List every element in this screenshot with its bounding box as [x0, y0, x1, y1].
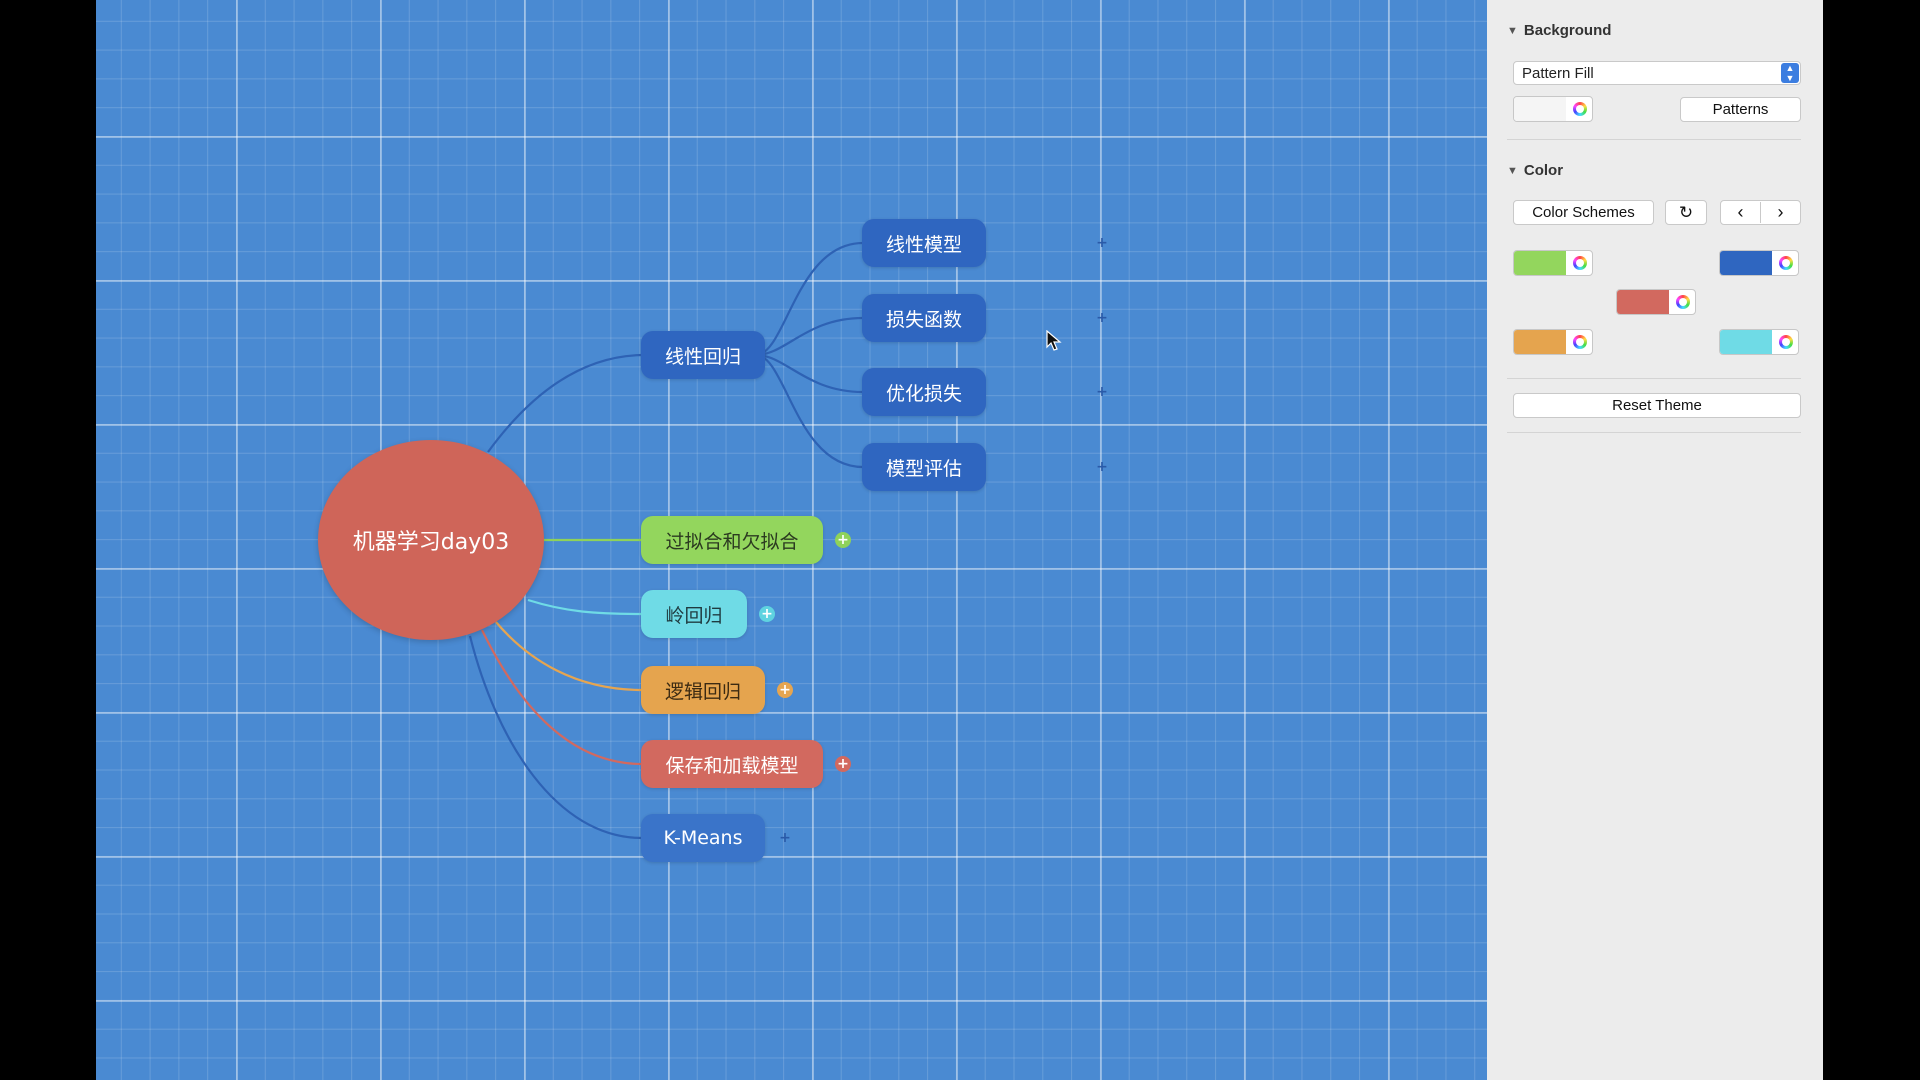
- subtopic-loss-function[interactable]: 损失函数: [862, 294, 986, 342]
- scheme-color-well-1[interactable]: [1513, 250, 1593, 276]
- scheme-color-well-5[interactable]: [1719, 329, 1799, 355]
- topic-label: 线性回归: [664, 345, 741, 368]
- color-section-header[interactable]: ▼ Color: [1507, 162, 1563, 179]
- color-wheel-icon[interactable]: [1779, 335, 1793, 349]
- add-subtopic-icon[interactable]: +: [1096, 235, 1108, 251]
- refresh-icon[interactable]: ↻: [1665, 200, 1707, 225]
- subtopic-model-eval[interactable]: 模型评估: [862, 443, 986, 491]
- add-subtopic-icon[interactable]: +: [779, 830, 791, 846]
- fill-type-value: Pattern Fill: [1522, 64, 1594, 82]
- select-stepper-icon: ▲ ▼: [1781, 63, 1799, 83]
- topic-kmeans[interactable]: K-Means: [641, 814, 765, 862]
- scheme-color-well-3[interactable]: [1616, 289, 1696, 315]
- connector-lines: [468, 241, 864, 840]
- topic-label: 岭回归: [665, 604, 723, 627]
- background-section-header[interactable]: ▼ Background: [1507, 22, 1611, 39]
- disclosure-triangle-icon[interactable]: ▼: [1507, 164, 1518, 177]
- add-subtopic-icon[interactable]: +: [835, 532, 851, 548]
- topic-linear-regression[interactable]: 线性回归: [641, 331, 765, 379]
- button-label: Reset Theme: [1612, 397, 1702, 414]
- add-subtopic-icon[interactable]: +: [1096, 384, 1108, 400]
- add-subtopic-icon[interactable]: +: [1096, 459, 1108, 475]
- color-swatch: [1617, 290, 1669, 314]
- format-panel: ▼ Background Pattern Fill ▲ ▼ Patterns ▼ …: [1487, 0, 1823, 1080]
- color-swatch: [1514, 330, 1566, 354]
- section-title: Background: [1523, 22, 1612, 39]
- color-wheel-icon[interactable]: [1573, 335, 1587, 349]
- reset-theme-button[interactable]: Reset Theme: [1513, 393, 1801, 418]
- subtopic-optimize-loss[interactable]: 优化损失: [862, 368, 986, 416]
- scheme-nav: ‹ ›: [1720, 200, 1801, 225]
- topic-label: 线性模型: [885, 233, 962, 256]
- topic-label: 优化损失: [885, 382, 962, 405]
- color-swatch: [1720, 330, 1772, 354]
- mindmap-canvas[interactable]: 机器学习day03 线性回归 线性模型 + 损失函数 + 优化损失 + 模型评估…: [96, 0, 1487, 1080]
- topic-label: 损失函数: [885, 308, 962, 331]
- button-label: Patterns: [1712, 101, 1769, 118]
- subtopic-linear-model[interactable]: 线性模型: [862, 219, 986, 267]
- root-topic-label: 机器学习day03: [352, 530, 510, 555]
- divider: [1507, 139, 1801, 140]
- scheme-color-well-4[interactable]: [1513, 329, 1593, 355]
- color-schemes-button[interactable]: Color Schemes: [1513, 200, 1654, 225]
- topic-label: K-Means: [663, 827, 743, 849]
- color-swatch: [1514, 97, 1566, 121]
- topic-label: 模型评估: [885, 457, 962, 480]
- topic-overfit[interactable]: 过拟合和欠拟合: [641, 516, 823, 564]
- add-subtopic-icon[interactable]: +: [759, 606, 775, 622]
- color-swatch: [1720, 251, 1772, 275]
- divider: [1507, 378, 1801, 379]
- fill-type-select[interactable]: Pattern Fill ▲ ▼: [1513, 61, 1801, 85]
- add-subtopic-icon[interactable]: +: [777, 682, 793, 698]
- color-swatch: [1514, 251, 1566, 275]
- color-wheel-icon[interactable]: [1676, 295, 1690, 309]
- topic-label: 保存和加载模型: [665, 754, 799, 777]
- root-topic[interactable]: 机器学习day03: [318, 440, 544, 640]
- color-wheel-icon[interactable]: [1573, 102, 1587, 116]
- topic-logistic[interactable]: 逻辑回归: [641, 666, 765, 714]
- color-wheel-icon[interactable]: [1573, 256, 1587, 270]
- topic-ridge[interactable]: 岭回归: [641, 590, 747, 638]
- patterns-button[interactable]: Patterns: [1680, 97, 1801, 122]
- add-subtopic-icon[interactable]: +: [1096, 310, 1108, 326]
- background-color-well[interactable]: [1513, 96, 1593, 122]
- chevron-left-icon[interactable]: ‹: [1721, 202, 1761, 223]
- topic-label: 过拟合和欠拟合: [665, 530, 799, 553]
- color-wheel-icon[interactable]: [1779, 256, 1793, 270]
- button-label: Color Schemes: [1532, 204, 1635, 221]
- add-subtopic-icon[interactable]: +: [835, 756, 851, 772]
- section-title: Color: [1523, 162, 1564, 179]
- mouse-cursor-icon: [1046, 330, 1062, 351]
- scheme-color-well-2[interactable]: [1719, 250, 1799, 276]
- topic-save-load[interactable]: 保存和加载模型: [641, 740, 823, 788]
- topic-label: 逻辑回归: [664, 680, 741, 703]
- disclosure-triangle-icon[interactable]: ▼: [1507, 24, 1518, 37]
- divider: [1507, 432, 1801, 433]
- chevron-right-icon[interactable]: ›: [1777, 202, 1784, 222]
